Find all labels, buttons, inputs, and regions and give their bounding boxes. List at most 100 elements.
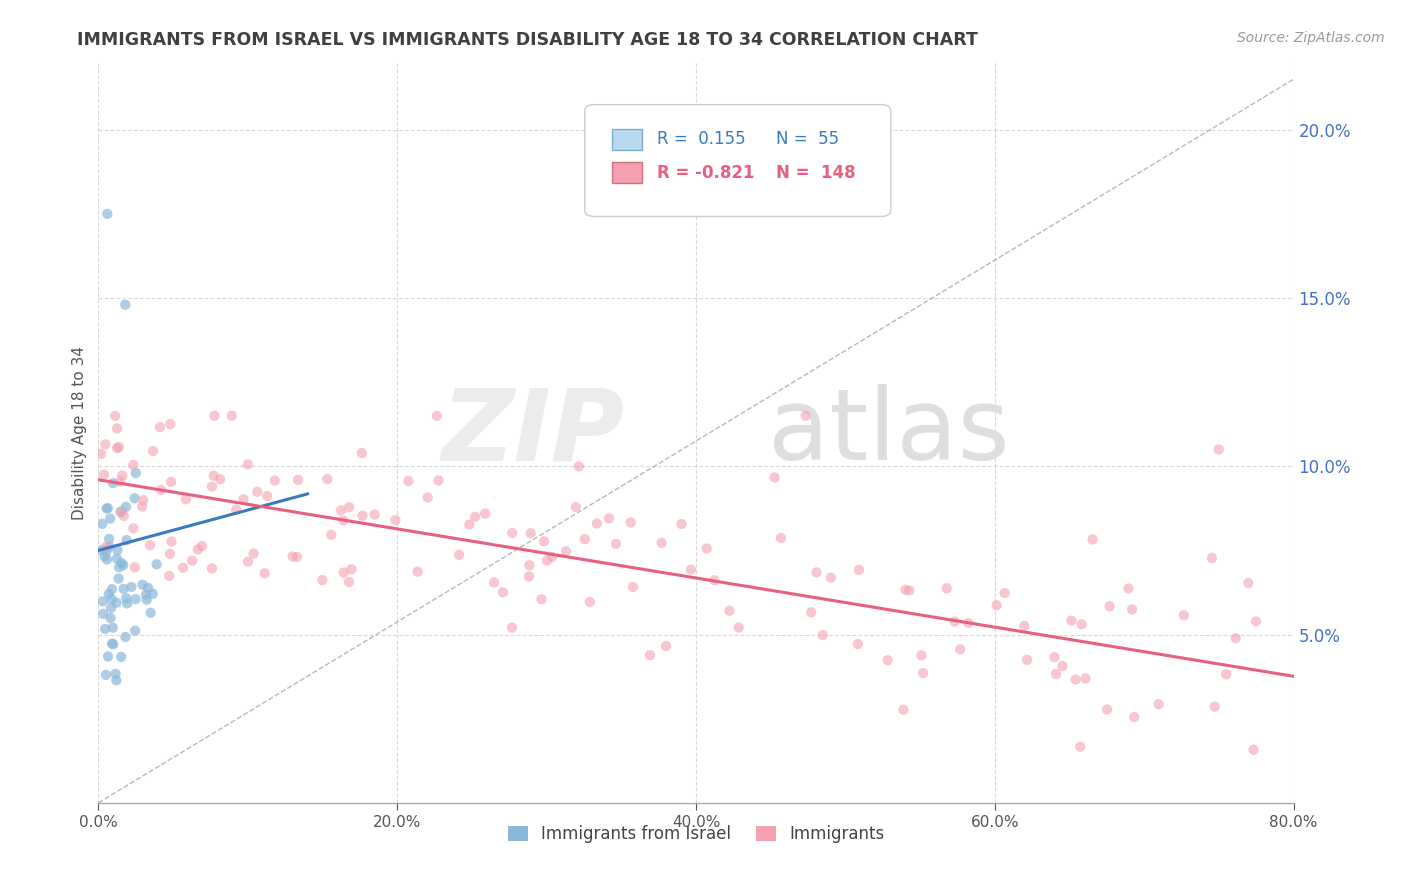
Point [187,542,209,557]
Legend: Immigrants from Israel, Immigrants: Immigrants from Israel, Immigrants [501,819,891,850]
Point [1147,698,1170,712]
Point [122,458,145,472]
Point [912,666,935,681]
Point [256,489,278,503]
Point [101,476,124,491]
Point [110,556,132,570]
Point [651,536,673,550]
Point [1173,608,1195,623]
Point [316,472,339,486]
Point [1070,617,1092,632]
Y-axis label: Disability Age 18 to 34: Disability Age 18 to 34 [72,345,87,520]
Point [93,467,115,482]
Point [150,483,173,497]
Point [820,571,842,585]
Point [98,532,121,546]
Point [794,409,817,423]
Point [202,468,225,483]
Point [103,637,125,651]
Point [115,591,138,606]
Point [124,624,146,638]
Point [104,409,127,423]
Text: R =  0.155: R = 0.155 [657,130,745,148]
Point [458,517,481,532]
Point [605,537,627,551]
Point [112,558,135,573]
Point [111,468,134,483]
Point [94,437,117,451]
Point [263,474,285,488]
Point [191,539,214,553]
Point [501,621,523,635]
Point [221,409,243,423]
Point [142,444,165,458]
Point [285,549,308,564]
Point [281,549,304,564]
Point [898,583,921,598]
Point [311,573,333,587]
Point [135,588,157,602]
Point [1045,667,1067,681]
Point [246,484,269,499]
Point [696,541,718,556]
Point [131,500,153,514]
Point [943,615,966,629]
Point [159,417,181,431]
Point [139,538,162,552]
Point [120,580,142,594]
Point [1244,615,1267,629]
Point [1074,672,1097,686]
Point [98,511,121,525]
Point [242,547,264,561]
Point [578,595,600,609]
Point [1118,582,1140,596]
Point [125,466,148,480]
Point [104,666,127,681]
Point [209,472,232,486]
Point [172,561,194,575]
Point [91,516,114,531]
Point [949,642,972,657]
Point [91,594,114,608]
Point [201,479,224,493]
Point [329,503,352,517]
Point [986,599,1008,613]
Point [894,582,917,597]
Point [501,526,523,541]
Point [621,580,644,594]
Point [107,543,129,558]
Point [426,409,449,423]
Point [107,440,129,454]
FancyBboxPatch shape [585,104,891,217]
Point [517,569,540,583]
Point [848,563,870,577]
Point [97,501,120,516]
Point [1204,699,1226,714]
Point [91,607,114,621]
Point [94,622,117,636]
Point [364,508,387,522]
Point [96,552,118,566]
Point [112,508,135,523]
Point [174,492,197,507]
Point [586,516,609,531]
Point [181,554,204,568]
Point [332,513,354,527]
Point [96,501,118,516]
Point [811,628,834,642]
Point [994,586,1017,600]
Point [482,575,505,590]
Text: Source: ZipAtlas.com: Source: ZipAtlas.com [1237,31,1385,45]
Point [105,673,128,688]
Point [136,581,159,595]
Point [108,560,131,574]
Point [105,421,128,435]
Point [492,585,515,599]
Point [541,550,564,565]
Point [718,604,741,618]
Point [893,703,915,717]
Point [568,459,591,474]
Point [727,620,749,634]
Point [671,516,693,531]
Point [122,521,145,535]
